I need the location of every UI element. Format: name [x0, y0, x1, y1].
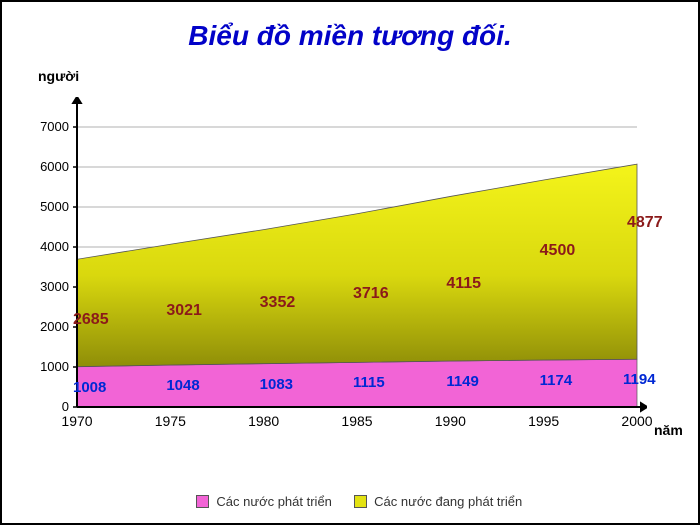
legend-swatch-developed: [196, 495, 209, 508]
data-label-developing: 4500: [540, 242, 576, 260]
legend-label-developed: Các nước phát triển: [216, 494, 332, 509]
x-tick: 2000: [612, 413, 662, 429]
chart-frame: Biểu đồ miền tương đối. người năm 010002…: [0, 0, 700, 525]
y-tick: 3000: [29, 279, 69, 294]
data-label-developed: 1149: [446, 373, 479, 390]
y-tick: 7000: [29, 119, 69, 134]
legend-label-developing: Các nước đang phát triển: [374, 494, 522, 509]
data-label-developed: 1115: [353, 374, 385, 391]
data-label-developing: 4877: [627, 214, 663, 232]
y-tick: 0: [29, 399, 69, 414]
data-label-developed: 1083: [260, 376, 293, 393]
y-tick: 1000: [29, 359, 69, 374]
data-label-developed: 1174: [540, 372, 573, 389]
data-label-developing: 3352: [260, 294, 296, 312]
y-tick: 4000: [29, 239, 69, 254]
x-tick: 1980: [239, 413, 289, 429]
chart-title: Biểu đồ miền tương đối.: [2, 20, 698, 52]
data-label-developed: 1194: [623, 371, 656, 388]
x-tick: 1985: [332, 413, 382, 429]
data-label-developing: 3716: [353, 285, 389, 303]
data-label-developing: 3021: [166, 302, 202, 320]
y-axis-label: người: [38, 68, 79, 84]
x-tick: 1995: [519, 413, 569, 429]
data-label-developed: 1008: [73, 379, 106, 396]
legend: Các nước phát triển Các nước đang phát t…: [2, 493, 698, 509]
legend-swatch-developing: [354, 495, 367, 508]
data-label-developing: 4115: [446, 275, 481, 293]
data-label-developing: 2685: [73, 311, 109, 329]
data-label-developed: 1048: [166, 377, 199, 394]
x-tick: 1970: [52, 413, 102, 429]
x-tick: 1975: [145, 413, 195, 429]
y-tick: 6000: [29, 159, 69, 174]
y-tick: 2000: [29, 319, 69, 334]
x-tick: 1990: [425, 413, 475, 429]
y-tick: 5000: [29, 199, 69, 214]
